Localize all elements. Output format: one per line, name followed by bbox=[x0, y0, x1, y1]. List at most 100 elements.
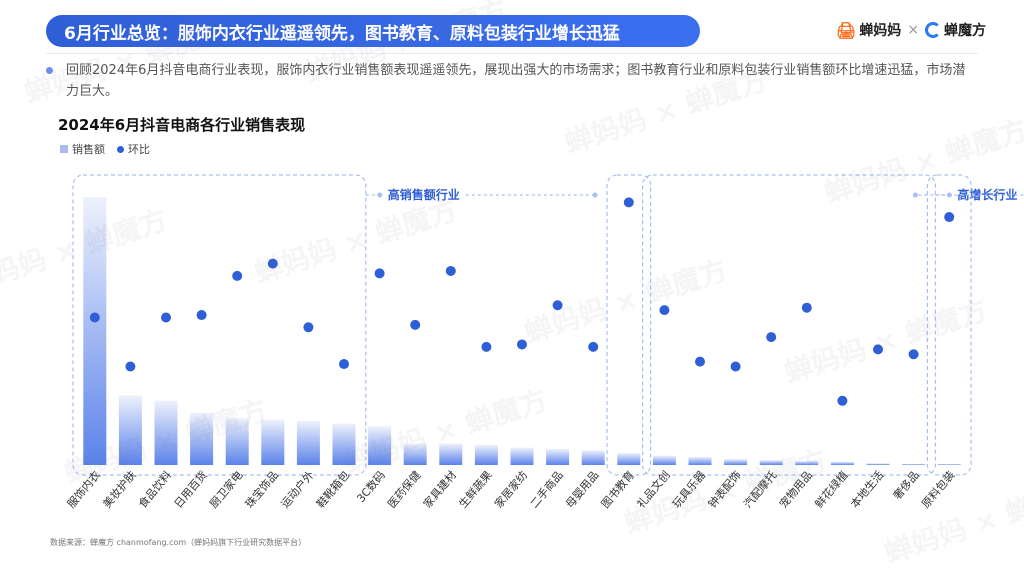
sales-bar bbox=[652, 455, 676, 465]
mom-dot bbox=[125, 361, 136, 372]
page-title: 6月行业总览：服饰内衣行业遥遥领先，图书教育、原料包装行业增长迅猛 bbox=[46, 15, 700, 47]
sales-bar bbox=[759, 460, 783, 465]
sales-bar bbox=[902, 463, 926, 465]
sales-bar bbox=[617, 452, 641, 465]
mom-dot bbox=[552, 300, 563, 311]
chart-title: 2024年6月抖音电商各行业销售表现 bbox=[58, 116, 306, 134]
sales-bar bbox=[581, 450, 605, 465]
sales-bar bbox=[154, 400, 178, 465]
category-label: 母婴用品 bbox=[563, 469, 601, 511]
source-note: 数据来源：蝉魔方 chanmofang.com（蝉妈妈旗下行业研究数据平台） bbox=[50, 538, 307, 547]
mom-dot bbox=[89, 312, 100, 323]
group-box bbox=[641, 174, 936, 476]
sales-bar bbox=[83, 197, 107, 465]
sales-bar bbox=[403, 443, 427, 465]
group-box bbox=[926, 174, 972, 476]
brand-logo: 🖨 蝉妈妈 × 蝉魔方 bbox=[836, 20, 986, 40]
sales-bar bbox=[190, 412, 214, 465]
chart-legend: 销售额 环比 bbox=[60, 141, 150, 157]
category-label: 日用百货 bbox=[171, 468, 210, 511]
brand-separator: × bbox=[907, 22, 920, 38]
sales-bar bbox=[830, 461, 854, 465]
category-label: 奢侈品 bbox=[890, 468, 922, 502]
mom-dot bbox=[801, 302, 812, 313]
group-label: 高销售额行业 bbox=[388, 187, 460, 202]
mom-dot bbox=[267, 258, 278, 269]
mom-dot bbox=[374, 268, 385, 279]
category-label: 家具建材 bbox=[420, 468, 459, 511]
legend-bar-label: 销售额 bbox=[72, 143, 105, 156]
sales-bar bbox=[688, 456, 712, 465]
sales-bar bbox=[474, 444, 498, 465]
mom-dot bbox=[730, 361, 741, 372]
category-label: 钟表配饰 bbox=[705, 468, 744, 511]
sales-bar bbox=[795, 460, 819, 465]
category-label: 生鲜蔬果 bbox=[456, 468, 495, 511]
mom-dot bbox=[837, 395, 848, 406]
brand-left-name: 蝉妈妈 bbox=[859, 23, 902, 39]
chanmama-logo-icon: 🖨 bbox=[836, 20, 857, 40]
category-label: 宠物用品 bbox=[776, 468, 815, 511]
mom-dot bbox=[481, 341, 492, 352]
group-connector-dot bbox=[912, 192, 918, 198]
sales-bar bbox=[439, 443, 463, 465]
legend-dot-label: 环比 bbox=[128, 143, 150, 156]
category-label: 礼品文创 bbox=[634, 468, 673, 511]
sales-bar bbox=[866, 463, 890, 465]
sales-bar bbox=[261, 419, 285, 465]
sales-bar bbox=[546, 448, 570, 465]
category-label: 本地生活 bbox=[847, 468, 886, 511]
mom-dot bbox=[944, 212, 955, 223]
category-label: 鞋靴箱包 bbox=[313, 468, 352, 511]
bullet-icon bbox=[46, 67, 53, 74]
mom-dot bbox=[623, 197, 634, 208]
mom-dot bbox=[659, 305, 670, 316]
category-label: 珠宝饰品 bbox=[242, 468, 281, 511]
category-label: 图书教育 bbox=[598, 468, 637, 511]
category-label: 原料包装 bbox=[918, 468, 957, 511]
legend-dot-swatch bbox=[117, 145, 124, 153]
mom-dot bbox=[303, 322, 314, 333]
sales-bar bbox=[510, 447, 534, 465]
sales-bar bbox=[724, 459, 748, 465]
sales-bar bbox=[332, 423, 356, 465]
brand-right-name: 蝉魔方 bbox=[944, 23, 987, 39]
category-label: 美妆护肤 bbox=[100, 468, 139, 511]
category-label: 食品饮料 bbox=[135, 468, 174, 511]
mom-dot bbox=[196, 310, 207, 321]
group-box bbox=[72, 174, 367, 476]
header-divider bbox=[46, 53, 978, 54]
category-label: 3C数码 bbox=[354, 469, 388, 505]
sales-bar bbox=[225, 418, 249, 465]
mom-dot bbox=[766, 332, 777, 343]
mom-dot bbox=[908, 349, 919, 360]
mom-dot bbox=[339, 359, 349, 370]
chanmofang-logo-icon bbox=[925, 22, 942, 38]
category-label: 家居家纺 bbox=[491, 468, 530, 511]
mom-dot bbox=[517, 339, 527, 350]
mom-dot bbox=[445, 265, 456, 276]
sales-bar bbox=[296, 420, 320, 465]
mom-dot bbox=[161, 312, 171, 323]
category-label: 厨卫家电 bbox=[206, 468, 245, 511]
mom-dot bbox=[588, 341, 599, 352]
group-connector-dot bbox=[377, 192, 383, 198]
category-label: 服饰内衣 bbox=[64, 468, 103, 511]
sales-bar bbox=[937, 464, 961, 465]
mom-dot bbox=[232, 270, 243, 281]
category-label: 汽配摩托 bbox=[740, 468, 779, 511]
category-label: 二手商品 bbox=[527, 468, 566, 511]
group-box bbox=[606, 174, 652, 476]
mom-dot bbox=[873, 344, 883, 355]
mom-dot bbox=[410, 319, 421, 330]
category-label: 鲜花绿植 bbox=[812, 468, 851, 511]
group-connector-dot bbox=[592, 192, 598, 198]
category-label: 运动户外 bbox=[278, 468, 317, 511]
mom-dot bbox=[695, 356, 705, 367]
category-label: 医药保健 bbox=[384, 468, 423, 511]
sales-bar bbox=[368, 426, 392, 465]
legend-bar-swatch bbox=[60, 145, 68, 153]
group-label: 高增长行业 bbox=[957, 187, 1017, 202]
sales-bar bbox=[118, 395, 142, 465]
